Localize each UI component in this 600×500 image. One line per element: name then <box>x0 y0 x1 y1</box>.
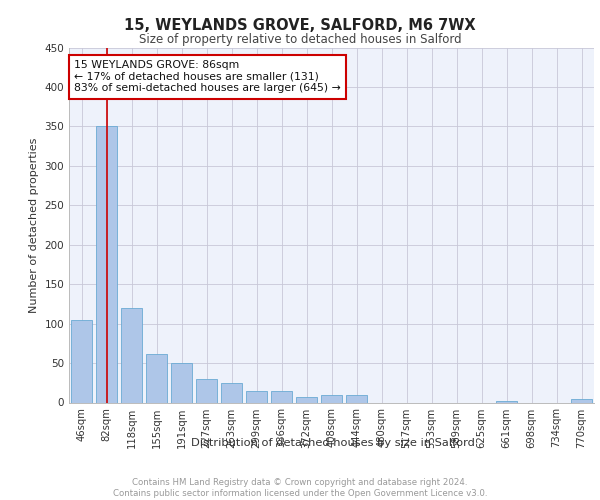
Bar <box>571 400 592 402</box>
Bar <box>496 401 517 402</box>
Bar <box>246 392 267 402</box>
Bar <box>171 363 192 403</box>
Bar <box>346 396 367 402</box>
Text: 15 WEYLANDS GROVE: 86sqm
← 17% of detached houses are smaller (131)
83% of semi-: 15 WEYLANDS GROVE: 86sqm ← 17% of detach… <box>74 60 341 93</box>
Bar <box>121 308 142 402</box>
Bar <box>71 320 92 402</box>
Bar <box>146 354 167 403</box>
Bar <box>296 397 317 402</box>
Bar <box>321 396 342 402</box>
Text: Size of property relative to detached houses in Salford: Size of property relative to detached ho… <box>139 32 461 46</box>
Text: Contains HM Land Registry data © Crown copyright and database right 2024.
Contai: Contains HM Land Registry data © Crown c… <box>113 478 487 498</box>
Bar <box>271 390 292 402</box>
Text: 15, WEYLANDS GROVE, SALFORD, M6 7WX: 15, WEYLANDS GROVE, SALFORD, M6 7WX <box>124 18 476 32</box>
Bar <box>196 379 217 402</box>
Text: Distribution of detached houses by size in Salford: Distribution of detached houses by size … <box>191 438 475 448</box>
Y-axis label: Number of detached properties: Number of detached properties <box>29 138 39 312</box>
Bar <box>96 126 117 402</box>
Bar <box>221 383 242 402</box>
